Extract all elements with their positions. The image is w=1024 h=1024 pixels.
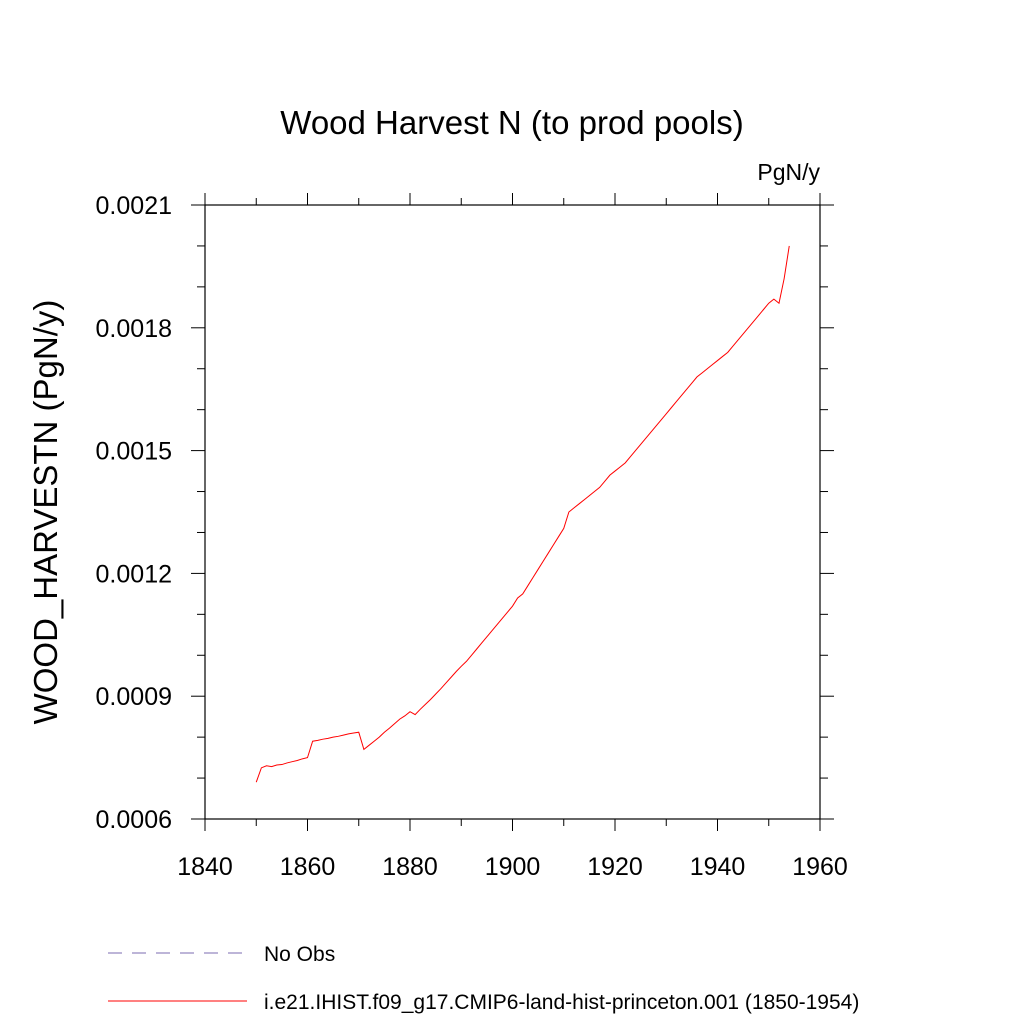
x-tick-label: 1840 <box>177 853 233 881</box>
x-tick-labels: 1840 1860 1880 1900 1920 1940 1960 <box>177 853 848 881</box>
y-tick-label: 0.0015 <box>96 438 172 466</box>
x-tick-label: 1960 <box>792 853 848 881</box>
axis-ticks <box>191 193 834 831</box>
y-tick-labels: 0.0006 0.0009 0.0012 0.0015 0.0018 0.0021 <box>96 192 172 834</box>
chart-title: Wood Harvest N (to prod pools) <box>280 104 743 141</box>
units-label: PgN/y <box>757 159 820 185</box>
x-tick-label: 1860 <box>280 853 336 881</box>
x-tick-label: 1900 <box>485 853 541 881</box>
x-tick-label: 1940 <box>690 853 746 881</box>
legend-label: No Obs <box>264 943 335 966</box>
series-line <box>255 245 790 783</box>
series-lines <box>255 245 790 783</box>
legend-label: i.e21.IHIST.f09_g17.CMIP6-land-hist-prin… <box>264 991 859 1014</box>
plot-frame <box>204 204 821 820</box>
legend: No Obs i.e21.IHIST.f09_g17.CMIP6-land-his… <box>108 943 859 1014</box>
y-axis-label: WOOD_HARVESTN (PgN/y) <box>27 300 64 725</box>
y-tick-label: 0.0009 <box>96 683 172 711</box>
plot-area: 1840 1860 1880 1900 1920 1940 1960 0.00060.000… <box>96 192 848 881</box>
y-tick-label: 0.0012 <box>96 560 172 588</box>
x-tick-label: 1920 <box>587 853 643 881</box>
y-tick-label: 0.0006 <box>96 806 172 834</box>
y-tick-label: 0.0018 <box>96 315 172 343</box>
y-tick-label: 0.0021 <box>96 192 172 220</box>
x-tick-label: 1880 <box>382 853 438 881</box>
